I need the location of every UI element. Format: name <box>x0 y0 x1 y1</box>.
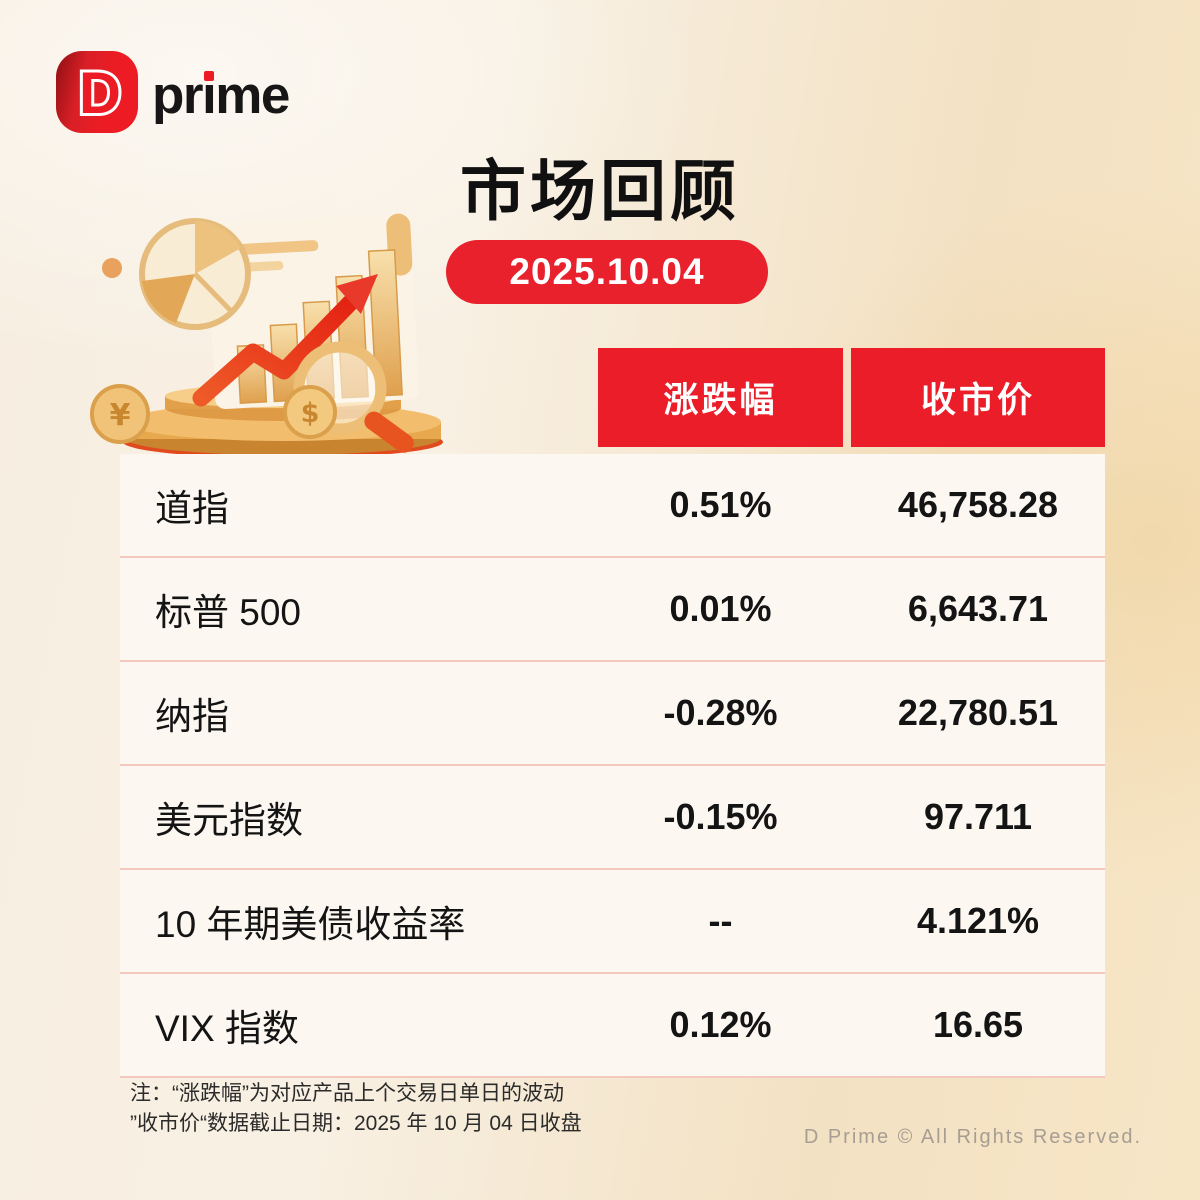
coin-yen-icon: ¥ <box>90 384 150 444</box>
table-row-dow: 道指 0.51% 46,758.28 <box>120 454 1105 558</box>
footnote-line-1: 注：“涨跌幅”为对应产品上个交易日单日的波动 <box>130 1082 564 1105</box>
pie-chart-icon <box>139 218 251 330</box>
instrument-name: 10 年期美债收益率 <box>155 904 466 945</box>
market-table: 道指 0.51% 46,758.28 标普 500 0.01% 6,643.71… <box>120 454 1105 1078</box>
change-value: 0.51% <box>669 484 772 525</box>
d-logo-icon: D <box>56 51 138 133</box>
instrument-name: 纳指 <box>155 696 229 737</box>
close-value: 4.121% <box>916 900 1040 941</box>
column-header-close: 收市价 <box>851 348 1105 447</box>
close-value: 22,780.51 <box>897 692 1059 733</box>
red-dot-i: ı <box>202 65 217 125</box>
table-row-dxy: 美元指数 -0.15% 97.711 <box>120 766 1105 870</box>
table-row-us10y: 10 年期美债收益率 -- 4.121% <box>120 870 1105 974</box>
close-value: 46,758.28 <box>897 484 1059 525</box>
copyright-text: D Prime © All Rights Reserved. <box>803 1126 1142 1148</box>
instrument-name: 道指 <box>155 488 229 529</box>
rising-arrow-icon <box>192 274 378 407</box>
close-value: 16.65 <box>932 1004 1024 1045</box>
change-value: -0.28% <box>663 692 778 733</box>
gold-market-illustration: ¥ $ <box>90 213 443 458</box>
date-badge: 2025.10.04 <box>446 240 768 304</box>
close-value: 6,643.71 <box>907 588 1049 629</box>
page-title: 市场回顾 <box>460 154 740 228</box>
brand-name: pr ı me <box>152 65 290 125</box>
instrument-name: 标普 500 <box>155 592 302 633</box>
change-value: -0.15% <box>663 796 778 837</box>
change-value: 0.12% <box>669 1004 772 1045</box>
change-value: 0.01% <box>669 588 772 629</box>
footnote-line-2: ”收市价“数据截止日期：2025 年 10 月 04 日收盘 <box>130 1112 582 1136</box>
table-row-vix: VIX 指数 0.12% 16.65 <box>120 974 1105 1078</box>
floating-dot <box>102 258 122 278</box>
change-value: -- <box>708 900 733 941</box>
column-header-change: 涨跌幅 <box>598 348 843 447</box>
footnotes: 注：“涨跌幅”为对应产品上个交易日单日的波动 ”收市价“数据截止日期：2025 … <box>130 1079 582 1140</box>
instrument-name: 美元指数 <box>155 800 303 841</box>
table-row-nasdaq: 纳指 -0.28% 22,780.51 <box>120 662 1105 766</box>
svg-text:D: D <box>79 61 121 126</box>
coin-dollar-icon: $ <box>283 385 337 439</box>
table-row-sp500: 标普 500 0.01% 6,643.71 <box>120 558 1105 662</box>
brand-logo: D pr ı me <box>55 50 290 134</box>
svg-text:$: $ <box>301 398 320 429</box>
instrument-name: VIX 指数 <box>155 1008 299 1049</box>
close-value: 97.711 <box>923 796 1033 837</box>
svg-text:¥: ¥ <box>110 398 131 433</box>
